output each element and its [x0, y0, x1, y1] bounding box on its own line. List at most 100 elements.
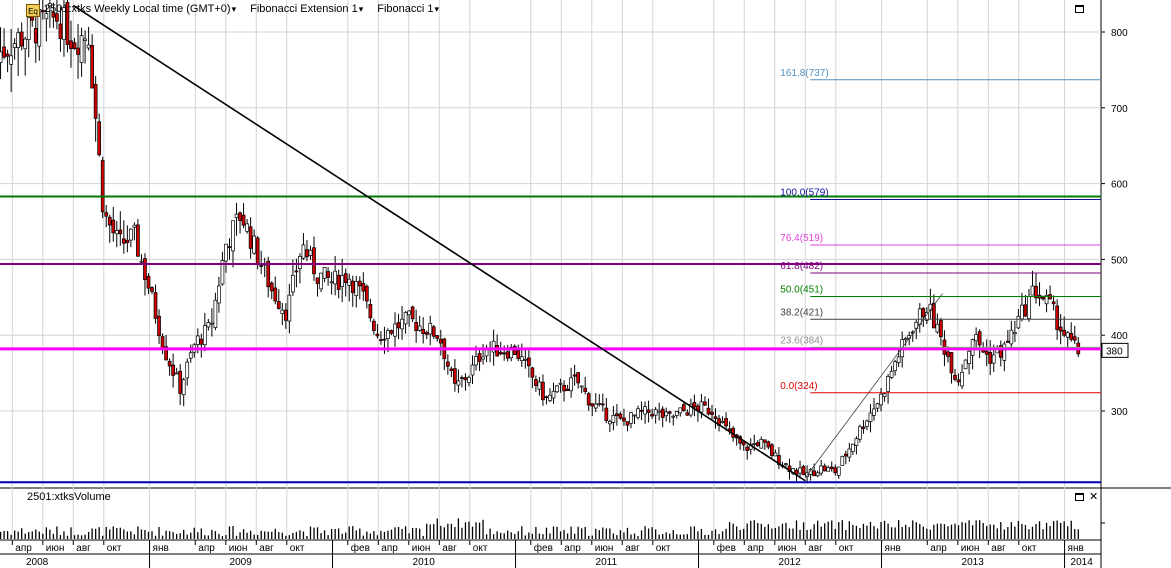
candle-body: [558, 382, 563, 385]
month-tick-label: авг: [442, 543, 457, 554]
candle-body: [699, 401, 704, 413]
fibonacci-level-label: 0.0(324): [780, 381, 817, 392]
candle-body: [762, 439, 767, 443]
candle-body: [104, 212, 109, 217]
candle-body: [255, 237, 260, 264]
month-tick-label: окт: [473, 543, 488, 554]
candle-body: [953, 374, 957, 380]
candle-body: [319, 272, 323, 290]
study-fibonacci[interactable]: Fibonacci 1: [377, 3, 439, 15]
candle-body: [544, 396, 549, 398]
candle-body: [234, 213, 239, 218]
candle-body: [657, 410, 662, 413]
candle-body: [79, 35, 84, 63]
candle-body: [322, 267, 327, 279]
candle-body: [410, 306, 415, 320]
candle-body: [502, 352, 507, 355]
candle-body: [1058, 326, 1063, 332]
year-tick-label: 2010: [413, 557, 436, 568]
candle-body: [477, 353, 482, 362]
candle-body: [555, 385, 559, 393]
candle-body: [0, 51, 3, 63]
close-volume-pane-icon[interactable]: ✕: [1089, 491, 1099, 503]
candle-body: [453, 368, 457, 384]
candle-body: [1044, 294, 1049, 305]
candle-body: [1030, 285, 1035, 296]
candle-body: [586, 393, 591, 406]
fibonacci-level-label: 61.8(482): [780, 261, 823, 272]
candle-body: [1069, 332, 1074, 340]
candle-body: [664, 411, 669, 417]
candle-body: [998, 345, 1003, 358]
candle-body: [326, 271, 330, 278]
candle-body: [276, 301, 281, 309]
candle-body: [1034, 285, 1038, 299]
candle-body: [988, 352, 993, 364]
candle-body: [213, 299, 218, 329]
candle-body: [491, 340, 496, 353]
candle-body: [1002, 343, 1007, 361]
eq-chart-icon[interactable]: Eq: [26, 4, 40, 17]
candle-body: [541, 381, 545, 401]
candle-body: [932, 302, 936, 329]
candle-body: [456, 380, 461, 386]
candle-body: [23, 38, 28, 50]
candle-body: [460, 377, 464, 379]
candle-body: [967, 350, 971, 364]
price-tick-label: 300: [1111, 407, 1128, 418]
maximize-volume-pane-icon[interactable]: [1075, 493, 1084, 501]
candle-body: [93, 83, 98, 119]
candle-body: [689, 403, 693, 416]
month-tick-label: апр: [381, 543, 398, 554]
fibonacci-level-label: 50.0(451): [780, 285, 823, 296]
month-tick-label: июн: [595, 543, 614, 554]
candle-body: [590, 403, 595, 407]
candle-body: [1027, 295, 1031, 319]
candle-body: [498, 351, 503, 355]
candle-body: [773, 452, 778, 457]
candle-body: [188, 352, 193, 359]
candle-body: [206, 322, 211, 328]
candle-body: [812, 470, 816, 477]
candle-body: [403, 312, 408, 325]
candle-body: [143, 258, 147, 280]
candle-body: [509, 346, 514, 359]
month-tick-label: янв: [885, 543, 901, 554]
candle-body: [681, 404, 686, 411]
study-fibonacci-extension[interactable]: Fibonacci Extension 1: [250, 3, 363, 15]
candle-body: [129, 228, 133, 241]
candle-body: [305, 249, 309, 258]
candle-body: [963, 359, 968, 370]
series-label[interactable]: 2501:xtks Weekly Local time (GMT+0): [44, 3, 236, 15]
candle-body: [83, 38, 87, 41]
candle-body: [435, 335, 440, 339]
fibonacci-level-label: 23.6(384): [780, 335, 823, 346]
candle-body: [470, 364, 475, 376]
volume-panel-title: 2501:xtksVolume: [27, 491, 111, 503]
candle-body: [770, 444, 774, 456]
candle-body: [174, 372, 179, 375]
candle-body: [220, 260, 225, 285]
month-tick-label: июн: [412, 543, 431, 554]
candle-body: [875, 403, 880, 409]
candle-body: [836, 466, 841, 476]
candle-body: [843, 453, 848, 457]
candle-body: [766, 441, 771, 448]
candle-body: [604, 407, 609, 421]
candle-body: [495, 345, 500, 357]
candle-body: [210, 322, 214, 325]
candle-body: [100, 160, 105, 213]
current-price-box: [1101, 342, 1129, 358]
candle-body: [157, 315, 161, 337]
candle-body: [632, 414, 637, 417]
candle-body: [252, 235, 256, 254]
year-tick-label: 2011: [596, 557, 618, 568]
candle-body: [146, 275, 151, 289]
candle-body: [185, 361, 190, 379]
maximize-price-pane-icon[interactable]: [1075, 5, 1084, 13]
year-tick-label: 2008: [26, 557, 49, 568]
candle-body: [343, 273, 348, 284]
candle-body: [854, 438, 859, 446]
candle-body: [650, 413, 654, 417]
candle-body: [597, 403, 602, 405]
